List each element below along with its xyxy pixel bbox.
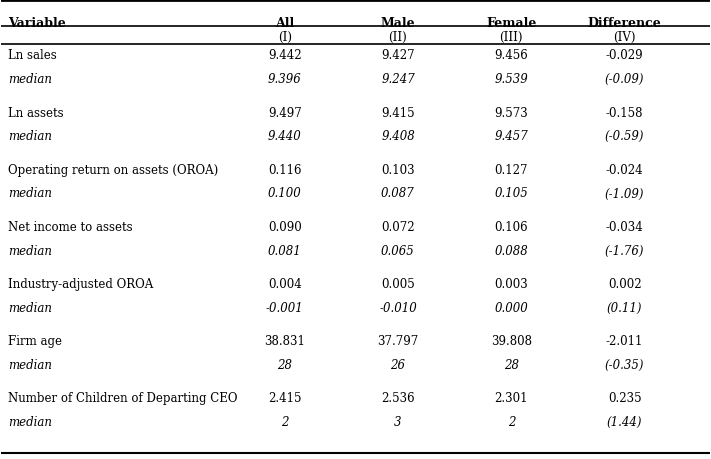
Text: 0.106: 0.106: [494, 220, 528, 233]
Text: 9.440: 9.440: [268, 130, 301, 143]
Text: median: median: [9, 244, 53, 257]
Text: Net income to assets: Net income to assets: [9, 220, 133, 233]
Text: median: median: [9, 73, 53, 86]
Text: (-0.35): (-0.35): [605, 358, 644, 371]
Text: 0.065: 0.065: [381, 244, 415, 257]
Text: 2.415: 2.415: [268, 392, 301, 404]
Text: -0.010: -0.010: [379, 301, 417, 314]
Text: 28: 28: [504, 358, 519, 371]
Text: 38.831: 38.831: [264, 335, 305, 347]
Text: 9.247: 9.247: [381, 73, 415, 86]
Text: (-0.09): (-0.09): [605, 73, 644, 86]
Text: 0.127: 0.127: [495, 163, 528, 176]
Text: 9.408: 9.408: [381, 130, 415, 143]
Text: Female: Female: [486, 17, 537, 30]
Text: 26: 26: [390, 358, 405, 371]
Text: 2.301: 2.301: [495, 392, 528, 404]
Text: -0.024: -0.024: [606, 163, 643, 176]
Text: -0.158: -0.158: [606, 106, 643, 119]
Text: median: median: [9, 187, 53, 200]
Text: median: median: [9, 301, 53, 314]
Text: -2.011: -2.011: [606, 335, 643, 347]
Text: median: median: [9, 358, 53, 371]
Text: 9.573: 9.573: [494, 106, 528, 119]
Text: Operating return on assets (OROA): Operating return on assets (OROA): [9, 163, 219, 176]
Text: (0.11): (0.11): [607, 301, 642, 314]
Text: 0.000: 0.000: [494, 301, 528, 314]
Text: -0.001: -0.001: [266, 301, 304, 314]
Text: 0.100: 0.100: [268, 187, 301, 200]
Text: 28: 28: [277, 358, 292, 371]
Text: All: All: [275, 17, 294, 30]
Text: (1.44): (1.44): [607, 415, 642, 428]
Text: Ln assets: Ln assets: [9, 106, 64, 119]
Text: 2.536: 2.536: [381, 392, 415, 404]
Text: 0.004: 0.004: [268, 277, 301, 291]
Text: Variable: Variable: [9, 17, 66, 30]
Text: median: median: [9, 415, 53, 428]
Text: Firm age: Firm age: [9, 335, 63, 347]
Text: 9.457: 9.457: [494, 130, 528, 143]
Text: 0.105: 0.105: [494, 187, 528, 200]
Text: (III): (III): [500, 31, 523, 44]
Text: Male: Male: [380, 17, 415, 30]
Text: (II): (II): [389, 31, 407, 44]
Text: Difference: Difference: [588, 17, 661, 30]
Text: 0.103: 0.103: [381, 163, 415, 176]
Text: -0.029: -0.029: [606, 49, 643, 62]
Text: 9.415: 9.415: [381, 106, 415, 119]
Text: (-1.76): (-1.76): [605, 244, 644, 257]
Text: 0.002: 0.002: [608, 277, 641, 291]
Text: 0.116: 0.116: [268, 163, 301, 176]
Text: 2: 2: [508, 415, 515, 428]
Text: Number of Children of Departing CEO: Number of Children of Departing CEO: [9, 392, 238, 404]
Text: 39.808: 39.808: [491, 335, 532, 347]
Text: 9.427: 9.427: [381, 49, 415, 62]
Text: median: median: [9, 130, 53, 143]
Text: 0.005: 0.005: [381, 277, 415, 291]
Text: 0.090: 0.090: [268, 220, 301, 233]
Text: 0.088: 0.088: [494, 244, 528, 257]
Text: Ln sales: Ln sales: [9, 49, 57, 62]
Text: 3: 3: [394, 415, 402, 428]
Text: 2: 2: [281, 415, 289, 428]
Text: -0.034: -0.034: [606, 220, 643, 233]
Text: (-0.59): (-0.59): [605, 130, 644, 143]
Text: 0.072: 0.072: [381, 220, 415, 233]
Text: 9.456: 9.456: [494, 49, 528, 62]
Text: 9.396: 9.396: [268, 73, 301, 86]
Text: 0.003: 0.003: [494, 277, 528, 291]
Text: 9.539: 9.539: [494, 73, 528, 86]
Text: 37.797: 37.797: [378, 335, 419, 347]
Text: 9.497: 9.497: [268, 106, 301, 119]
Text: (IV): (IV): [614, 31, 636, 44]
Text: (I): (I): [278, 31, 292, 44]
Text: Industry-adjusted OROA: Industry-adjusted OROA: [9, 277, 154, 291]
Text: 0.087: 0.087: [381, 187, 415, 200]
Text: 0.081: 0.081: [268, 244, 301, 257]
Text: 0.235: 0.235: [608, 392, 641, 404]
Text: (-1.09): (-1.09): [605, 187, 644, 200]
Text: 9.442: 9.442: [268, 49, 301, 62]
